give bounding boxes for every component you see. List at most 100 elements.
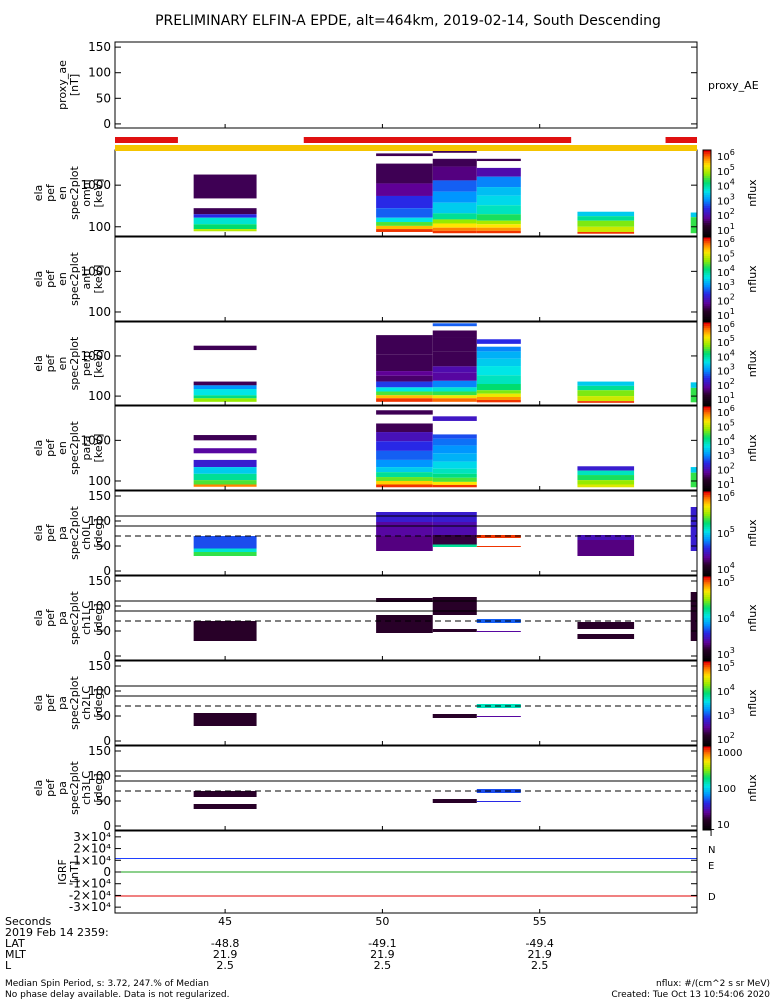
science-zone-red — [665, 137, 697, 143]
spectrum-cell — [577, 480, 635, 485]
colorbar-segment — [703, 547, 711, 551]
spectrum-cell — [476, 631, 521, 632]
spectrum-cell — [376, 459, 433, 468]
colorbar-segment — [703, 416, 711, 420]
colorbar-segment — [703, 308, 711, 311]
figure-title: PRELIMINARY ELFIN-A EPDE, alt=464km, 201… — [155, 13, 661, 29]
colorbar-segment — [703, 398, 711, 402]
ytick-label: 50 — [96, 794, 111, 808]
colorbar-segment — [703, 431, 711, 434]
spectrum-cell — [476, 205, 521, 215]
ytick-label: -1×10⁴ — [69, 877, 111, 891]
colorbar-segment — [703, 661, 711, 664]
panel-frame — [114, 236, 698, 322]
colorbar-segment — [703, 512, 711, 515]
colorbar-segment — [703, 599, 711, 602]
colorbar-segment — [703, 692, 711, 696]
ylabel-line: pa — [56, 781, 69, 795]
spectrum-cell — [193, 448, 257, 454]
spectrum-cell — [476, 399, 521, 403]
colorbar-segment — [703, 495, 711, 498]
colorbar-segment — [703, 184, 711, 188]
colorbar-segment — [703, 471, 711, 474]
spectrum-cell — [476, 375, 521, 385]
colorbar-tick: 104 — [717, 683, 735, 698]
colorbar-segment — [703, 359, 711, 362]
colorbar-segment — [703, 227, 711, 231]
colorbar-segment — [703, 641, 711, 644]
colorbar-segment — [703, 293, 711, 297]
spectrum-cell — [193, 548, 257, 552]
colorbar-segment — [703, 220, 711, 224]
colorbar-segment — [703, 558, 711, 561]
footer-note-left-1: Median Spin Period, s: 3.72, 247.% of Me… — [5, 979, 209, 989]
colorbar-tick: 102 — [717, 462, 735, 477]
spectrum-cell — [577, 226, 635, 232]
colorbar-segment — [703, 199, 711, 203]
colorbar-segment — [703, 297, 711, 301]
colorbar-tick: 103 — [717, 363, 735, 378]
colorbar-segment — [703, 545, 711, 549]
spectrum-cell — [690, 592, 697, 641]
colorbar-segment — [703, 694, 711, 698]
colorbar-segment — [703, 464, 711, 468]
colorbar-tick: 103 — [717, 707, 735, 722]
ylabel-line: spec2plot — [68, 676, 81, 730]
colorbar-segment — [703, 443, 711, 447]
colorbar-segment — [703, 287, 711, 290]
spectrum-cell — [432, 473, 477, 478]
colorbar-segment — [703, 371, 711, 375]
footer-row-value: 2.5 — [374, 959, 392, 972]
colorbar-segment — [703, 214, 711, 218]
colorbar-segment — [703, 711, 711, 714]
colorbar-segment — [703, 223, 711, 226]
colorbar-segment — [703, 210, 711, 213]
spectrum-cell — [193, 459, 257, 468]
colorbar-segment — [703, 249, 711, 253]
colorbar-segment — [703, 628, 711, 632]
colorbar-segment — [703, 785, 711, 789]
colorbar-tick: 105 — [717, 659, 735, 674]
colorbar-segment — [703, 375, 711, 379]
ylabel-line: para — [80, 436, 93, 461]
colorbar-segment — [703, 156, 711, 160]
colorbar-segment — [703, 622, 711, 625]
spectrum-cell — [577, 211, 635, 217]
colorbar-segment — [703, 730, 711, 733]
spectrum-cell — [432, 799, 477, 803]
colorbar-segment — [703, 592, 711, 596]
footer-row-label: LAT — [5, 937, 25, 950]
colorbar-segment — [703, 414, 711, 417]
colorbar-segment — [703, 611, 711, 615]
footer-row-value: 21.9 — [370, 948, 395, 961]
ytick-label: 0 — [103, 649, 111, 663]
colorbar-segment — [703, 630, 711, 634]
colorbar-segment — [703, 717, 711, 721]
colorbar-segment — [703, 580, 711, 583]
spectrum-cell — [432, 323, 477, 327]
panel-frame — [114, 660, 698, 746]
colorbar-segment — [703, 276, 711, 280]
colorbar-segment — [703, 216, 711, 220]
colorbar-segment — [703, 182, 711, 185]
spectrum-cell — [476, 801, 521, 802]
spectrum-cell — [476, 167, 521, 177]
colorbar-segment — [703, 732, 711, 735]
colorbar-segment — [703, 466, 711, 470]
spectrum-cell — [432, 223, 477, 228]
spectrum-cell — [432, 180, 477, 192]
colorbar-segment — [703, 754, 711, 757]
colorbar-segment — [703, 212, 711, 215]
colorbar-segment — [703, 586, 711, 590]
spectrum-cell — [577, 540, 635, 556]
spectrum-cell — [376, 477, 433, 481]
colorbar-segment — [703, 462, 711, 466]
colorbar-segment — [703, 624, 711, 627]
colorbar-segment — [703, 777, 711, 781]
spectrum-cell — [476, 227, 521, 231]
colorbar-segment — [703, 594, 711, 598]
colorbar-segment — [703, 562, 711, 565]
colorbar-segment — [703, 740, 711, 744]
ylabel-line: omni — [80, 179, 93, 206]
ytick-label: 50 — [96, 709, 111, 723]
